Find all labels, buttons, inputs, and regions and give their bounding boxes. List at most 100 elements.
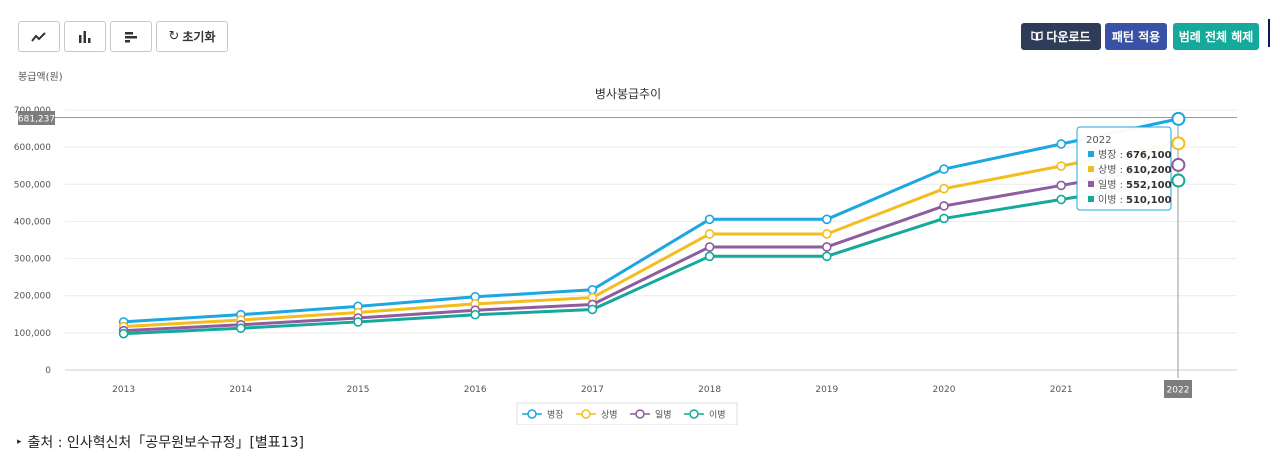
legend-toggle-button[interactable]: 범례 전체 해제 bbox=[1173, 23, 1259, 50]
line-chart-button[interactable] bbox=[18, 21, 60, 52]
reset-button[interactable]: ↻ 초기화 bbox=[156, 21, 228, 52]
bar-chart-button[interactable] bbox=[64, 21, 106, 52]
data-point[interactable] bbox=[587, 304, 598, 315]
tooltip-label: 이병 : bbox=[1098, 194, 1123, 206]
legend-toggle-label: 범례 전체 해제 bbox=[1178, 30, 1254, 44]
data-point[interactable] bbox=[1056, 180, 1066, 191]
tooltip-value: 510,100 bbox=[1126, 195, 1172, 206]
series-path bbox=[123, 179, 1179, 336]
data-point[interactable] bbox=[118, 328, 129, 339]
data-point[interactable] bbox=[1171, 111, 1186, 126]
tooltip-value: 610,200 bbox=[1126, 165, 1172, 176]
crosshair-category-badge: 2022 bbox=[1164, 380, 1192, 398]
legend-label: 일병 bbox=[655, 410, 672, 421]
tooltip-label: 상병 : bbox=[1098, 164, 1123, 176]
tooltip-label: 병장 : bbox=[1098, 149, 1123, 161]
data-point[interactable] bbox=[704, 229, 715, 239]
line-chart: 봉급액(원) 병사봉급추이 0 100,000 200,000 300,000 400,… bbox=[14, 71, 1237, 425]
tooltip-swatch bbox=[1088, 151, 1094, 157]
data-point[interactable] bbox=[939, 213, 949, 224]
y-axis-ticks: 0 100,000 200,000 300,000 400,000 500,000 600,… bbox=[14, 106, 51, 376]
y-tick-label: 600,000 bbox=[14, 143, 51, 153]
tooltip-title: 2022 bbox=[1086, 135, 1111, 146]
horizontal-bar-button[interactable] bbox=[110, 21, 152, 52]
tooltip-value: 552,100 bbox=[1126, 180, 1172, 191]
legend-label: 이병 bbox=[709, 410, 726, 421]
series-group bbox=[118, 111, 1186, 339]
series-path bbox=[123, 141, 1179, 329]
legend-item[interactable]: 병장 bbox=[522, 409, 564, 421]
y-tick-label: 100,000 bbox=[14, 329, 51, 339]
x-tick-label: 2013 bbox=[112, 385, 135, 395]
pattern-label: 패턴 적용 bbox=[1111, 30, 1161, 44]
download-label: 다운로드 bbox=[1046, 30, 1091, 44]
x-tick-label: 2014 bbox=[229, 385, 252, 395]
bar-chart-icon bbox=[79, 31, 91, 43]
grid-lines bbox=[65, 109, 1237, 371]
legend-label: 병장 bbox=[547, 410, 564, 421]
tooltip-swatch bbox=[1088, 166, 1094, 172]
data-point[interactable] bbox=[704, 242, 715, 252]
chart-title: 병사봉급추이 bbox=[595, 87, 661, 101]
data-point[interactable] bbox=[939, 201, 949, 211]
data-point[interactable] bbox=[821, 229, 832, 239]
data-point[interactable] bbox=[1171, 136, 1186, 151]
data-point[interactable] bbox=[1056, 161, 1066, 171]
y-tick-label: 400,000 bbox=[14, 217, 51, 227]
series-line bbox=[118, 111, 1186, 327]
data-point[interactable] bbox=[1056, 194, 1066, 205]
legend-label: 상병 bbox=[601, 410, 618, 421]
book-icon bbox=[1031, 30, 1044, 44]
legend-item[interactable]: 이병 bbox=[684, 409, 726, 421]
data-point[interactable] bbox=[821, 242, 832, 252]
download-button[interactable]: 다운로드 bbox=[1021, 23, 1101, 50]
source-text: 출처 : 인사혁신처「공무원보수규정」[별표13] bbox=[27, 435, 304, 451]
data-point[interactable] bbox=[353, 317, 363, 327]
data-point[interactable] bbox=[1171, 173, 1186, 188]
legend-item[interactable]: 일병 bbox=[630, 409, 672, 421]
refresh-icon: ↻ bbox=[168, 29, 180, 44]
data-point[interactable] bbox=[821, 251, 832, 262]
data-point[interactable] bbox=[939, 183, 949, 194]
series-line bbox=[118, 157, 1186, 336]
tooltip-swatch bbox=[1088, 196, 1094, 202]
legend-item[interactable]: 상병 bbox=[576, 409, 618, 421]
pattern-apply-button[interactable]: 패턴 적용 bbox=[1105, 23, 1167, 50]
y-tick-label: 200,000 bbox=[14, 292, 51, 302]
x-tick-label: 2019 bbox=[815, 385, 838, 395]
legend: 병장 상병 일병 이병 bbox=[516, 402, 738, 425]
data-point[interactable] bbox=[821, 214, 832, 225]
bullet-triangle-icon: ▸ bbox=[17, 437, 22, 447]
source-note: ▸ 출처 : 인사혁신처「공무원보수규정」[별표13] bbox=[17, 432, 304, 452]
tooltip-swatch bbox=[1088, 181, 1094, 187]
series-path bbox=[123, 117, 1179, 324]
data-point[interactable] bbox=[1056, 139, 1066, 149]
legend-marker-icon bbox=[527, 409, 537, 419]
y-tick-label: 300,000 bbox=[14, 255, 51, 265]
x-axis-ticks: 2013 2014 2015 2016 2017 2018 2019 2020 2021 bbox=[112, 385, 1073, 395]
data-point[interactable] bbox=[587, 284, 598, 295]
crosshair-value-badge: 681,237 bbox=[18, 111, 55, 125]
y-tick-label: 0 bbox=[45, 366, 51, 376]
data-point[interactable] bbox=[704, 251, 715, 262]
legend-marker-icon bbox=[689, 409, 699, 419]
data-point[interactable] bbox=[1171, 157, 1186, 172]
data-point[interactable] bbox=[939, 164, 949, 174]
reset-label: 초기화 bbox=[182, 30, 216, 44]
data-point[interactable] bbox=[236, 323, 246, 334]
x-tick-label: 2020 bbox=[933, 385, 956, 395]
crosshair-value: 681,237 bbox=[18, 115, 55, 125]
data-point[interactable] bbox=[704, 214, 715, 225]
tooltip-value: 676,100 bbox=[1126, 150, 1172, 161]
data-point[interactable] bbox=[470, 309, 481, 320]
x-tick-label: 2016 bbox=[464, 385, 487, 395]
crosshair-category: 2022 bbox=[1167, 386, 1190, 396]
series-path bbox=[123, 163, 1179, 333]
series-line bbox=[118, 173, 1186, 339]
edge-divider bbox=[1268, 19, 1270, 47]
y-axis-label: 봉급액(원) bbox=[18, 71, 63, 83]
x-tick-label: 2021 bbox=[1050, 385, 1073, 395]
legend-marker-icon bbox=[635, 409, 645, 419]
series-line bbox=[118, 136, 1186, 332]
